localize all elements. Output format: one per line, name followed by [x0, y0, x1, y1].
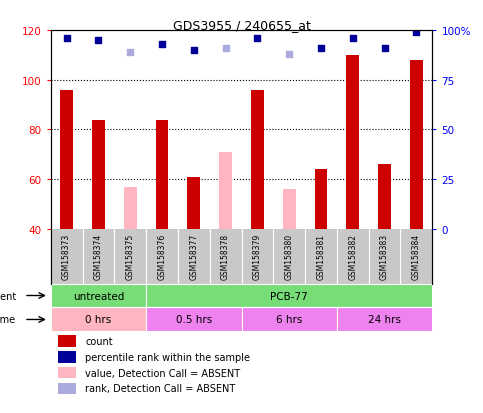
Text: GSM158376: GSM158376 [157, 233, 167, 280]
Text: GSM158374: GSM158374 [94, 233, 103, 280]
Point [317, 45, 325, 52]
Point [381, 45, 388, 52]
Bar [187, 177, 200, 229]
Bar [146, 284, 432, 308]
Bar [242, 308, 337, 332]
Point [95, 38, 102, 44]
Text: time: time [0, 315, 16, 325]
Bar [156, 120, 169, 229]
Bar [219, 152, 232, 229]
Text: 0.5 hrs: 0.5 hrs [176, 315, 212, 325]
Text: PCB-77: PCB-77 [270, 291, 308, 301]
Point [254, 36, 261, 42]
Text: GSM158377: GSM158377 [189, 233, 199, 280]
Bar [283, 190, 296, 229]
Text: count: count [85, 336, 113, 346]
Bar [51, 284, 146, 308]
Bar [92, 120, 105, 229]
Text: GSM158382: GSM158382 [348, 234, 357, 280]
Text: 0 hrs: 0 hrs [85, 315, 112, 325]
Bar [251, 90, 264, 229]
Text: 24 hrs: 24 hrs [368, 315, 401, 325]
Text: untreated: untreated [73, 291, 124, 301]
Text: GSM158384: GSM158384 [412, 234, 421, 280]
Bar [146, 308, 242, 332]
Bar [410, 61, 423, 229]
Bar [58, 383, 75, 394]
Bar [51, 308, 146, 332]
Text: GSM158373: GSM158373 [62, 233, 71, 280]
Text: GSM158379: GSM158379 [253, 233, 262, 280]
Bar [314, 170, 327, 229]
Text: GSM158378: GSM158378 [221, 234, 230, 280]
Text: rank, Detection Call = ABSENT: rank, Detection Call = ABSENT [85, 384, 235, 394]
Text: value, Detection Call = ABSENT: value, Detection Call = ABSENT [85, 368, 240, 377]
Point [222, 45, 229, 52]
Text: agent: agent [0, 291, 16, 301]
Bar [337, 308, 432, 332]
Text: percentile rank within the sample: percentile rank within the sample [85, 352, 250, 362]
Bar [124, 187, 137, 229]
Point [158, 42, 166, 48]
Bar [58, 351, 75, 363]
Point [285, 52, 293, 58]
Bar [346, 56, 359, 229]
Point [127, 50, 134, 56]
Point [412, 30, 420, 36]
Text: GSM158381: GSM158381 [316, 234, 326, 280]
Bar [58, 367, 75, 379]
Text: 6 hrs: 6 hrs [276, 315, 302, 325]
Text: GSM158380: GSM158380 [284, 234, 294, 280]
Bar [378, 165, 391, 229]
Text: GSM158383: GSM158383 [380, 234, 389, 280]
Point [190, 47, 198, 54]
Bar [60, 90, 73, 229]
Bar [58, 335, 75, 347]
Point [349, 36, 356, 42]
Bar [51, 229, 432, 284]
Text: GDS3955 / 240655_at: GDS3955 / 240655_at [172, 19, 311, 31]
Point [63, 36, 71, 42]
Text: GSM158375: GSM158375 [126, 233, 135, 280]
